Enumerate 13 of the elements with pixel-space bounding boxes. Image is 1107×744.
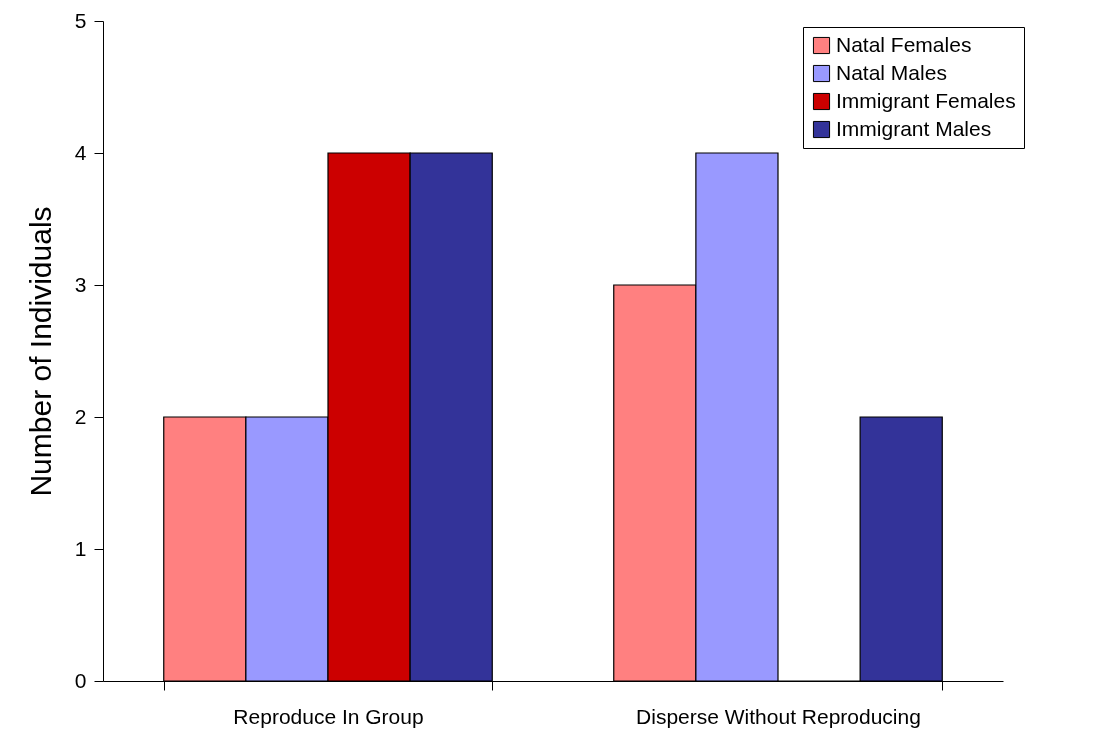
y-tick-label: 5 [74, 8, 87, 32]
y-tick-label: 4 [74, 140, 87, 164]
legend-label: Natal Males [836, 60, 947, 84]
legend-label: Natal Females [836, 32, 972, 56]
y-tick-label: 0 [74, 668, 87, 692]
y-axis-title: Number of Individuals [23, 206, 57, 497]
x-tick-label: Disperse Without Reproducing [636, 704, 921, 728]
legend-label: Immigrant Females [836, 88, 1016, 112]
legend-label: Immigrant Males [836, 116, 992, 140]
x-tick-label: Reproduce In Group [233, 704, 424, 728]
y-tick-label: 1 [74, 536, 87, 560]
y-tick-label: 2 [74, 404, 87, 428]
y-tick-label: 3 [74, 272, 87, 296]
